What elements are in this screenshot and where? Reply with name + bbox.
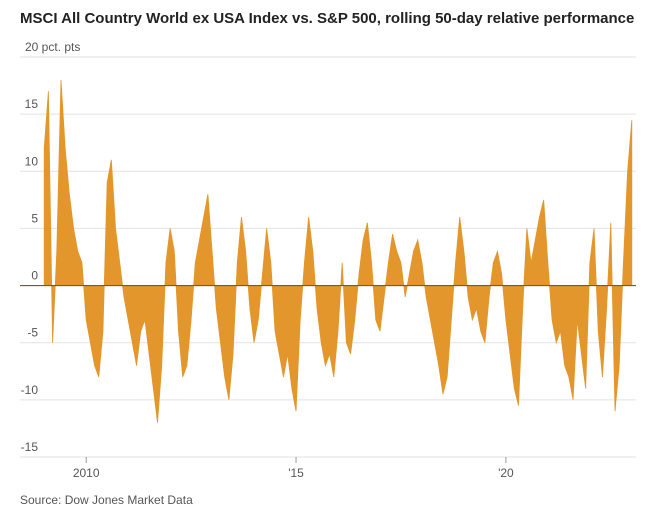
y-tick-label: 15 — [25, 97, 39, 111]
y-tick-label: 5 — [31, 211, 38, 225]
x-tick-label: '15 — [288, 466, 304, 480]
chart-title: MSCI All Country World ex USA Index vs. … — [20, 10, 634, 27]
y-tick-label: 20 pct. pts — [25, 40, 80, 54]
area — [43, 79, 633, 423]
y-tick-label: -15 — [21, 440, 39, 454]
y-tick-label: 0 — [31, 269, 38, 283]
y-tick-label: -10 — [21, 383, 39, 397]
x-tick-label: 2010 — [73, 466, 100, 480]
x-tick-label: '20 — [498, 466, 514, 480]
source-note: Source: Dow Jones Market Data — [20, 493, 193, 507]
y-tick-label: -5 — [27, 326, 38, 340]
y-tick-label: 10 — [25, 154, 39, 168]
